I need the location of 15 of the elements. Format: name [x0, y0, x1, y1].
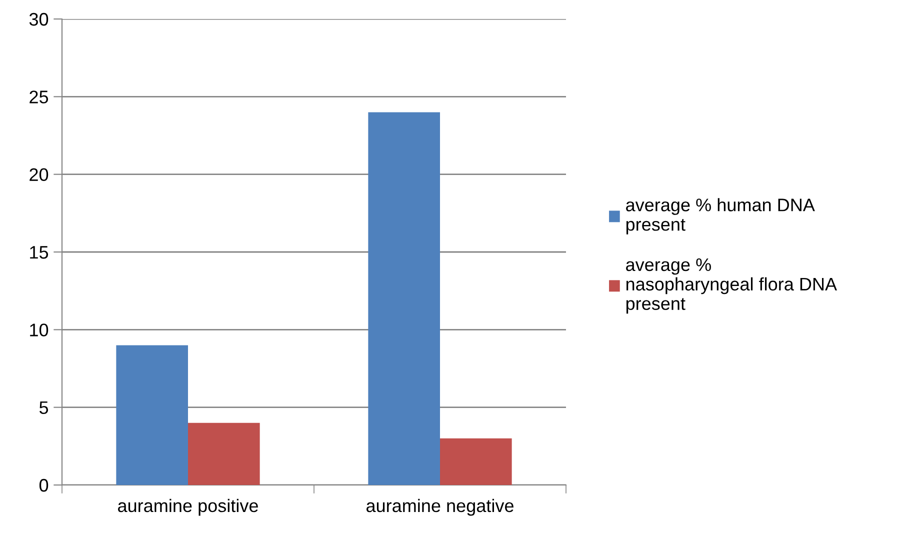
- x-tick-label: auramine positive: [118, 498, 258, 516]
- y-tick-label: 0: [39, 478, 48, 492]
- legend-label: average % human DNA present: [626, 198, 815, 234]
- y-tick-label: 10: [30, 324, 48, 336]
- x-tick-label: auramine negative: [366, 498, 514, 516]
- bar: [440, 438, 512, 485]
- y-tick-label: 20: [30, 168, 48, 182]
- bar: [116, 345, 188, 485]
- y-tick-label: 15: [30, 246, 48, 259]
- y-tick-label: 30: [29, 12, 48, 26]
- legend-label: average % nasopharyngeal flora DNA present: [626, 258, 838, 314]
- y-tick-label: 25: [30, 90, 48, 104]
- y-tick-label: 5: [39, 401, 48, 414]
- bar: [188, 422, 260, 485]
- bar: [368, 112, 440, 485]
